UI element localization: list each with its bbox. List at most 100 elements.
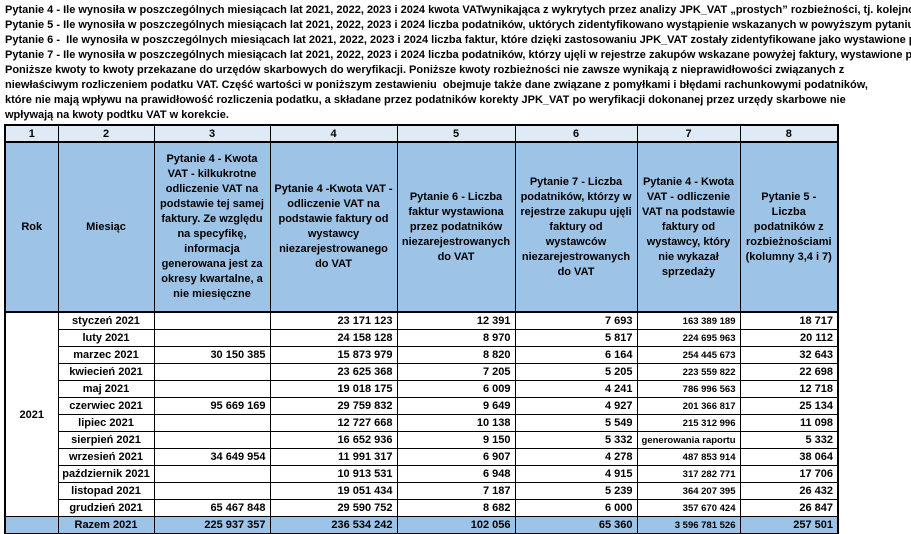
value-cell: 9 150	[396, 431, 516, 449]
value-cell	[153, 465, 271, 483]
column-number-row: 1 2 3 4 5 6 7 8	[4, 124, 839, 143]
table-row: lipiec 2021 12 727 668 10 138 5 549 215 …	[5, 414, 839, 432]
table-row: kwiecień 2021 23 625 368 7 205 5 205 223…	[5, 363, 839, 381]
value-cell: 5 817	[514, 329, 638, 347]
value-cell: 20 112	[739, 329, 839, 347]
table-row: czerwiec 2021 95 669 169 29 759 832 9 64…	[5, 397, 839, 415]
intro-line-note-3: które nie mają wpływu na prawidłowość ro…	[5, 94, 846, 106]
value-cell: 29 759 832	[269, 397, 398, 415]
value-cell: 34 649 954	[153, 448, 271, 466]
value-cell: 17 706	[739, 465, 839, 483]
value-cell: 29 590 752	[269, 499, 398, 517]
intro-line-pytanie7: Pytanie 7 - Ile wynosiła w poszczególnyc…	[5, 49, 911, 61]
intro-line-pytanie5: Pytanie 5 - Ile wynosiła w poszczególnyc…	[5, 19, 911, 31]
col-number-3: 3	[153, 124, 271, 143]
month-cell: maj 2021	[57, 380, 155, 398]
header-col5: Pytanie 6 - Liczba faktur wystawiona prz…	[396, 141, 516, 313]
value-cell: 201 366 817	[636, 397, 741, 415]
value-cell: 8 820	[396, 346, 516, 364]
value-cell: 317 282 771	[636, 465, 741, 483]
value-cell: 18 717	[739, 311, 839, 330]
month-cell: lipiec 2021	[57, 414, 155, 432]
value-cell: 223 559 822	[636, 363, 741, 381]
month-cell: listopad 2021	[57, 482, 155, 500]
value-cell: 4 278	[514, 448, 638, 466]
value-cell: 16 652 936	[269, 431, 398, 449]
value-cell	[153, 329, 271, 347]
value-cell: 487 853 914	[636, 448, 741, 466]
value-cell: 5 549	[514, 414, 638, 432]
col-number-7: 7	[636, 124, 741, 143]
table-row: 2021 styczeń 2021 23 171 123 12 391 7 69…	[4, 311, 839, 517]
total-value-cell: 102 056	[396, 516, 516, 534]
intro-line-note-1: Poniższe kwoty to kwoty przekazane do ur…	[5, 64, 845, 76]
header-col4: Pytanie 4 -Kwota VAT - odliczenie VAT na…	[269, 141, 398, 313]
value-cell: 10 913 531	[269, 465, 398, 483]
value-cell: 26 847	[739, 499, 839, 517]
month-cell: styczeń 2021	[57, 311, 155, 330]
month-cell: październik 2021	[57, 465, 155, 483]
header-col3: Pytanie 4 - Kwota VAT - kilkukrotne odli…	[153, 141, 271, 313]
value-cell	[153, 414, 271, 432]
table-row: sierpień 2021 16 652 936 9 150 5 332 gen…	[5, 431, 839, 449]
value-cell: 4 241	[514, 380, 638, 398]
value-cell: 5 332	[514, 431, 638, 449]
value-cell: 38 064	[739, 448, 839, 466]
total-row-empty-cell	[4, 516, 59, 534]
value-cell: 10 138	[396, 414, 516, 432]
value-cell: 30 150 385	[153, 346, 271, 364]
value-cell: 6 948	[396, 465, 516, 483]
col-number-5: 5	[396, 124, 516, 143]
value-cell: 6 000	[514, 499, 638, 517]
intro-line-note-4: wpływają na kwoty podtku VAT w korekcie.	[5, 109, 229, 121]
value-cell	[153, 380, 271, 398]
month-cell: kwiecień 2021	[57, 363, 155, 381]
value-cell: 26 432	[739, 482, 839, 500]
header-col7: Pytanie 4 - Kwota VAT - odliczenie VAT n…	[636, 141, 741, 313]
vat-discrepancy-table: 1 2 3 4 5 6 7 8 Rok Miesiąc Pytanie 4 - …	[4, 124, 839, 534]
value-cell: 7 693	[514, 311, 638, 330]
value-cell: 25 134	[739, 397, 839, 415]
value-cell: 24 158 128	[269, 329, 398, 347]
table-row: marzec 2021 30 150 385 15 873 979 8 820 …	[5, 346, 839, 364]
value-cell: 19 018 175	[269, 380, 398, 398]
header-col8: Pytanie 5 - Liczba podatników z rozbieżn…	[739, 141, 839, 313]
value-cell: 6 164	[514, 346, 638, 364]
month-cell: marzec 2021	[57, 346, 155, 364]
value-cell: 364 207 395	[636, 482, 741, 500]
total-row: Razem 2021 225 937 357 236 534 242 102 0…	[4, 516, 839, 534]
value-cell: 4 915	[514, 465, 638, 483]
value-cell: 7 205	[396, 363, 516, 381]
value-cell: 254 445 673	[636, 346, 741, 364]
year-cell: 2021	[4, 311, 59, 517]
table-row: listopad 2021 19 051 434 7 187 5 239 364…	[5, 482, 839, 500]
value-cell: 8 682	[396, 499, 516, 517]
value-cell: 22 698	[739, 363, 839, 381]
value-cell: 5 205	[514, 363, 638, 381]
table-row: grudzień 2021 65 467 848 29 590 752 8 68…	[5, 499, 839, 517]
value-cell: 6 009	[396, 380, 516, 398]
month-cell: wrzesień 2021	[57, 448, 155, 466]
value-cell: 357 670 424	[636, 499, 741, 517]
value-cell	[153, 311, 271, 330]
value-cell: 12 727 668	[269, 414, 398, 432]
header-col6: Pytanie 7 - Liczba podatników, którzy w …	[514, 141, 638, 313]
value-cell	[153, 431, 271, 449]
table-row: luty 2021 24 158 128 8 970 5 817 224 695…	[5, 329, 839, 347]
header-row: Rok Miesiąc Pytanie 4 - Kwota VAT - kilk…	[4, 141, 839, 313]
intro-line-pytanie6: Pytanie 6 - Ile wynosiła w poszczególnyc…	[5, 34, 911, 46]
col-number-2: 2	[57, 124, 155, 143]
value-cell	[153, 482, 271, 500]
total-value-cell: 3 596 781 526	[636, 516, 741, 534]
value-cell: 786 996 563	[636, 380, 741, 398]
value-cell: 6 907	[396, 448, 516, 466]
value-cell: 12 391	[396, 311, 516, 330]
value-cell: 9 649	[396, 397, 516, 415]
value-cell: 11 098	[739, 414, 839, 432]
total-value-cell: 236 534 242	[269, 516, 398, 534]
value-cell: 224 695 963	[636, 329, 741, 347]
total-value-cell: 65 360	[514, 516, 638, 534]
value-cell: 5 332	[739, 431, 839, 449]
value-cell: 32 643	[739, 346, 839, 364]
